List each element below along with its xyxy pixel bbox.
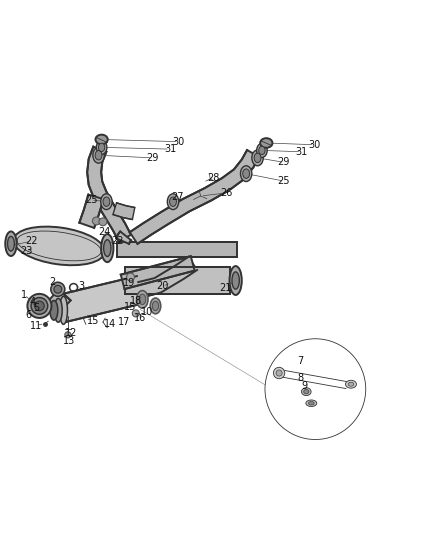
Ellipse shape (301, 387, 311, 395)
Text: 26: 26 (221, 188, 233, 198)
Polygon shape (87, 147, 131, 241)
Circle shape (99, 218, 107, 226)
Ellipse shape (95, 135, 108, 144)
Circle shape (92, 217, 100, 225)
Ellipse shape (150, 298, 161, 314)
Circle shape (65, 332, 71, 338)
Text: 11: 11 (30, 321, 42, 330)
Text: 23: 23 (20, 246, 32, 256)
Ellipse shape (93, 147, 104, 163)
Ellipse shape (104, 240, 111, 256)
Text: 22: 22 (25, 236, 38, 246)
Text: 27: 27 (171, 192, 184, 203)
Ellipse shape (51, 282, 65, 296)
Text: 25: 25 (278, 176, 290, 186)
Circle shape (265, 339, 366, 440)
Text: 22: 22 (111, 236, 124, 246)
Ellipse shape (101, 194, 112, 209)
Ellipse shape (240, 166, 252, 182)
Ellipse shape (101, 234, 113, 262)
Ellipse shape (35, 301, 44, 311)
Text: 13: 13 (63, 336, 75, 346)
Text: 14: 14 (104, 319, 117, 329)
Ellipse shape (346, 380, 357, 388)
Text: 3: 3 (78, 281, 84, 291)
Ellipse shape (27, 294, 52, 318)
Polygon shape (79, 195, 103, 228)
Text: 25: 25 (85, 195, 97, 205)
Polygon shape (121, 256, 194, 289)
Text: 24: 24 (98, 228, 110, 237)
Ellipse shape (167, 194, 179, 209)
Ellipse shape (99, 143, 105, 151)
Ellipse shape (103, 197, 110, 206)
Ellipse shape (257, 143, 267, 157)
Ellipse shape (306, 400, 317, 407)
Ellipse shape (243, 169, 250, 179)
Text: 28: 28 (208, 173, 220, 183)
Text: 31: 31 (295, 147, 307, 157)
Text: 17: 17 (118, 317, 130, 327)
Ellipse shape (260, 138, 272, 148)
Ellipse shape (54, 285, 62, 293)
Polygon shape (125, 268, 230, 294)
Ellipse shape (137, 290, 148, 308)
Text: 9: 9 (301, 381, 307, 391)
Text: 20: 20 (156, 281, 168, 291)
Text: 15: 15 (124, 302, 137, 312)
Text: 21: 21 (219, 282, 232, 293)
Polygon shape (60, 276, 143, 322)
Ellipse shape (348, 382, 354, 386)
Circle shape (127, 273, 134, 281)
Polygon shape (113, 203, 135, 220)
Ellipse shape (170, 197, 177, 206)
Text: 6: 6 (25, 310, 32, 320)
Text: 4: 4 (30, 297, 36, 308)
Ellipse shape (5, 231, 17, 256)
Ellipse shape (95, 150, 102, 160)
Polygon shape (130, 150, 259, 244)
Text: 30: 30 (173, 136, 185, 147)
Ellipse shape (54, 298, 62, 322)
Text: 19: 19 (123, 278, 135, 288)
Ellipse shape (50, 301, 58, 320)
Ellipse shape (232, 272, 239, 289)
Polygon shape (138, 257, 197, 297)
Ellipse shape (14, 227, 105, 265)
Text: 31: 31 (164, 144, 176, 154)
Text: 2: 2 (49, 277, 56, 287)
Text: 5: 5 (33, 303, 39, 313)
Ellipse shape (230, 266, 242, 295)
Ellipse shape (96, 140, 107, 155)
Circle shape (276, 370, 282, 376)
Circle shape (132, 310, 139, 317)
Text: 30: 30 (308, 140, 321, 150)
Ellipse shape (31, 297, 48, 314)
Text: 8: 8 (297, 373, 303, 383)
Polygon shape (45, 289, 71, 316)
Text: 7: 7 (297, 356, 303, 366)
Circle shape (273, 367, 285, 379)
Polygon shape (117, 241, 237, 257)
Polygon shape (116, 231, 131, 244)
Text: 29: 29 (278, 157, 290, 167)
Ellipse shape (252, 150, 263, 166)
Text: 29: 29 (146, 153, 159, 163)
Ellipse shape (304, 390, 309, 394)
Text: 1: 1 (21, 290, 27, 300)
Ellipse shape (7, 236, 14, 251)
Ellipse shape (259, 146, 265, 155)
Text: 10: 10 (141, 308, 153, 318)
Ellipse shape (60, 296, 67, 324)
Text: 18: 18 (130, 296, 142, 305)
Ellipse shape (254, 153, 261, 163)
Text: 16: 16 (134, 313, 146, 323)
Ellipse shape (308, 401, 314, 405)
Ellipse shape (139, 294, 146, 304)
Text: 15: 15 (87, 316, 99, 326)
Text: 12: 12 (65, 328, 78, 338)
Ellipse shape (152, 301, 159, 311)
